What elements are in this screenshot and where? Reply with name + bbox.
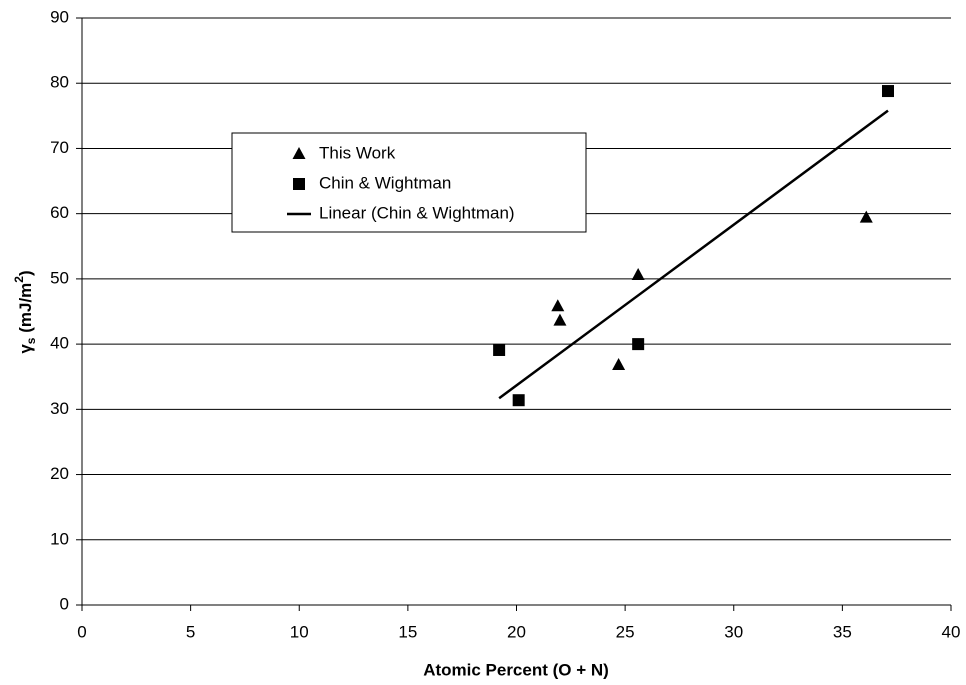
y-tick-label: 70 bbox=[50, 138, 69, 157]
y-tick-label: 90 bbox=[50, 7, 69, 26]
x-tick-label: 5 bbox=[186, 622, 195, 641]
x-tick-label: 20 bbox=[507, 622, 526, 641]
legend-label: Linear (Chin & Wightman) bbox=[319, 203, 515, 222]
y-label-part: γ bbox=[16, 344, 35, 354]
legend-box bbox=[231, 132, 587, 233]
triangle-marker bbox=[612, 357, 626, 370]
x-tick-label: 25 bbox=[616, 622, 635, 641]
x-tick-label: 0 bbox=[77, 622, 86, 641]
square-marker bbox=[493, 343, 506, 356]
triangle-marker bbox=[859, 210, 873, 223]
y-label-part: (mJ/m bbox=[16, 283, 35, 338]
y-label-part: s bbox=[24, 337, 38, 344]
x-axis-label: Atomic Percent (O + N) bbox=[423, 660, 609, 679]
y-axis-label: γs (mJ/m2) bbox=[12, 270, 38, 353]
y-tick-label: 40 bbox=[50, 334, 69, 353]
x-tick-label: 35 bbox=[833, 622, 852, 641]
triangle-marker bbox=[292, 147, 306, 159]
trend-line bbox=[498, 109, 889, 400]
square-marker bbox=[293, 178, 305, 190]
square-marker bbox=[512, 394, 525, 407]
x-tick-label: 30 bbox=[724, 622, 743, 641]
x-tick-label: 10 bbox=[290, 622, 309, 641]
legend-label: This Work bbox=[319, 143, 396, 162]
y-label-part: 2 bbox=[12, 276, 26, 283]
square-marker bbox=[632, 338, 645, 351]
y-tick-label: 60 bbox=[50, 203, 69, 222]
y-tick-label: 0 bbox=[60, 594, 69, 613]
y-tick-label: 30 bbox=[50, 399, 69, 418]
y-label-part: ) bbox=[16, 270, 35, 276]
triangle-marker bbox=[553, 313, 567, 326]
x-tick-label: 40 bbox=[942, 622, 961, 641]
y-tick-label: 20 bbox=[50, 464, 69, 483]
y-tick-label: 50 bbox=[50, 268, 69, 287]
y-tick-label: 80 bbox=[50, 73, 69, 92]
square-marker bbox=[881, 85, 894, 98]
y-tick-label: 10 bbox=[50, 529, 69, 548]
triangle-marker bbox=[631, 267, 645, 280]
x-tick-label: 15 bbox=[398, 622, 417, 641]
triangle-marker bbox=[551, 299, 565, 312]
legend-label: Chin & Wightman bbox=[319, 173, 451, 192]
